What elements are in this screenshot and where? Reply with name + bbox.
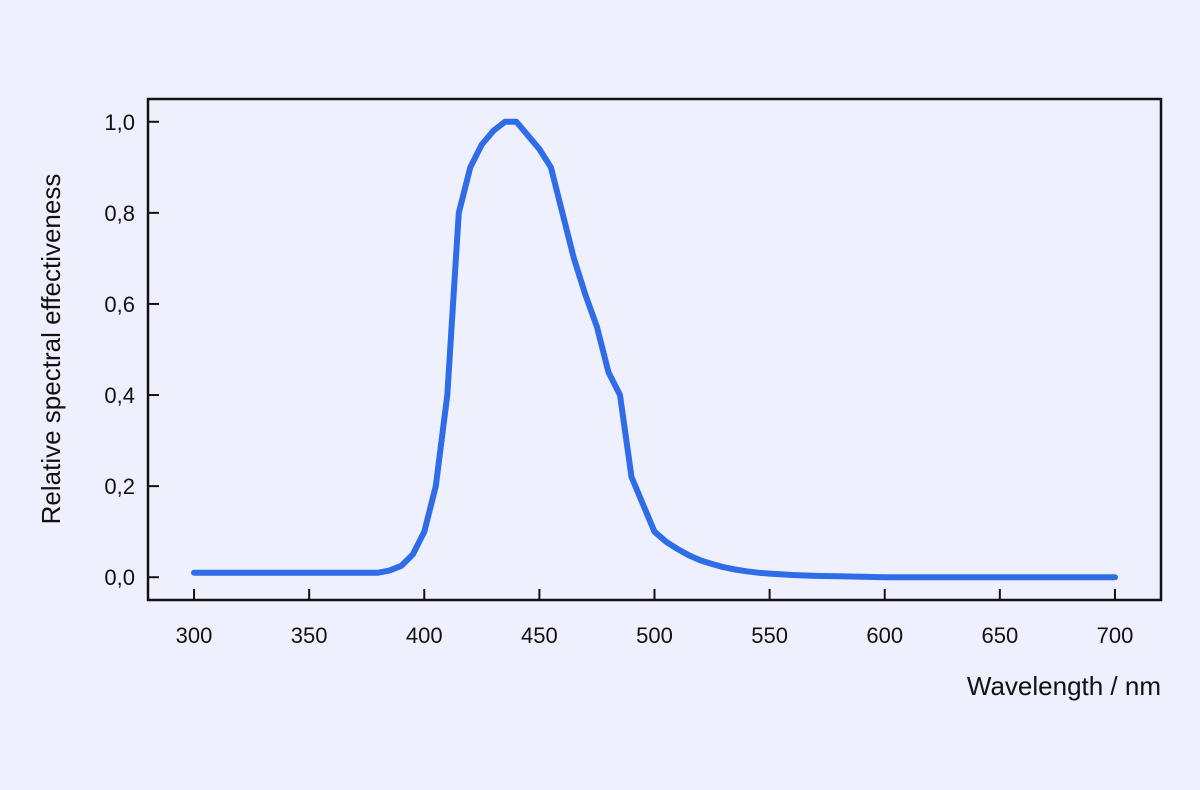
y-tick-label: 0,0 [104,565,135,590]
x-tick-label: 550 [751,623,788,648]
y-axis: 0,0 0,2 0,4 0,6 0,8 1,0 [104,110,159,590]
x-tick-label: 500 [636,623,673,648]
x-tick-label: 300 [176,623,213,648]
x-tick-label: 600 [866,623,903,648]
y-tick-label: 0,2 [104,474,135,499]
x-tick-label: 400 [406,623,443,648]
y-tick-label: 0,6 [104,292,135,317]
y-tick-label: 0,8 [104,201,135,226]
x-axis: 300 350 400 450 500 550 600 650 700 [176,589,1134,648]
x-tick-label: 650 [981,623,1018,648]
y-tick-label: 0,4 [104,383,135,408]
series-line [191,118,1118,581]
y-axis-label: Relative spectral effectiveness [36,174,66,525]
x-tick-label: 350 [291,623,328,648]
x-axis-label: Wavelength / nm [967,671,1161,701]
y-tick-label: 1,0 [104,110,135,135]
x-tick-label: 450 [521,623,558,648]
x-tick-label: 700 [1097,623,1134,648]
